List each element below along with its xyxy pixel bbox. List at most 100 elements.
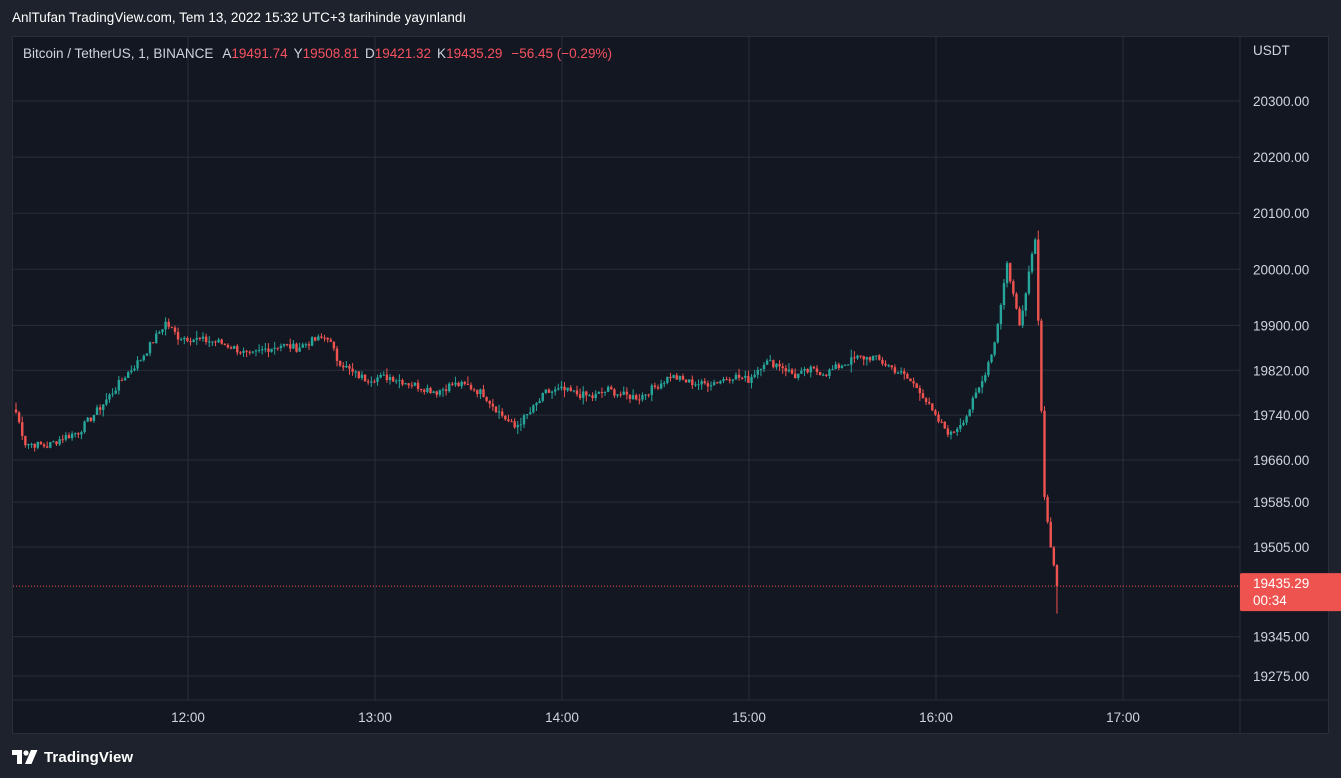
candle-body bbox=[416, 382, 420, 389]
candle-body bbox=[267, 348, 270, 352]
candle-body bbox=[1043, 410, 1046, 497]
candle-body bbox=[850, 357, 853, 365]
candle-body bbox=[547, 389, 551, 393]
candle-body bbox=[731, 379, 735, 381]
candle-body bbox=[314, 337, 317, 341]
candle-body bbox=[856, 355, 859, 359]
candle-body bbox=[120, 380, 124, 382]
candle-body bbox=[195, 337, 198, 340]
candle-body bbox=[117, 380, 121, 391]
candle-body bbox=[762, 364, 766, 370]
candle-body bbox=[903, 371, 906, 374]
brand-logo[interactable]: TradingView bbox=[12, 747, 133, 767]
candle-body bbox=[485, 397, 488, 401]
candle-body bbox=[1040, 320, 1043, 411]
y-tick-label: 20300.00 bbox=[1253, 94, 1309, 109]
candle-body bbox=[793, 373, 797, 378]
candle-body bbox=[716, 382, 719, 384]
candle-body bbox=[83, 421, 86, 433]
candle-body bbox=[61, 439, 64, 441]
candle-body bbox=[451, 383, 454, 385]
candle-body bbox=[822, 374, 825, 376]
candle-body bbox=[644, 394, 647, 396]
y-tick-label: 20100.00 bbox=[1253, 206, 1309, 221]
candle-body bbox=[366, 381, 370, 383]
candle-body bbox=[460, 381, 463, 387]
candle-body bbox=[803, 368, 806, 371]
candle-body bbox=[376, 377, 379, 382]
candle-body bbox=[519, 424, 523, 426]
candle-body bbox=[189, 341, 192, 343]
candle-body bbox=[507, 419, 510, 422]
symbol-name[interactable]: Bitcoin / TetherUS, 1, BINANCE bbox=[23, 46, 214, 61]
candle-body bbox=[173, 327, 177, 332]
candle-body bbox=[1030, 253, 1034, 272]
candle-body bbox=[977, 387, 981, 393]
candle-body bbox=[1024, 293, 1027, 311]
candle-body bbox=[959, 425, 962, 429]
candle-body bbox=[828, 369, 831, 376]
candle-body bbox=[357, 371, 361, 378]
candle-body bbox=[504, 415, 507, 420]
candle-body bbox=[155, 333, 158, 344]
candle-body bbox=[226, 344, 230, 348]
candle-body bbox=[610, 386, 613, 390]
candle-body bbox=[675, 375, 678, 380]
candle-body bbox=[569, 387, 572, 392]
candle-body bbox=[563, 386, 566, 391]
candle-body bbox=[326, 337, 329, 340]
candle-body bbox=[843, 364, 847, 366]
chart-pane[interactable] bbox=[12, 36, 1329, 734]
candle-body bbox=[257, 349, 261, 351]
candle-body bbox=[476, 390, 479, 395]
candle-body bbox=[201, 336, 205, 339]
candle-body bbox=[301, 344, 304, 348]
candle-body bbox=[167, 321, 170, 327]
close-label: K bbox=[437, 46, 447, 61]
candle-body bbox=[737, 374, 741, 378]
candle-body bbox=[77, 433, 80, 435]
candle-body bbox=[535, 403, 538, 406]
candle-body bbox=[74, 433, 77, 435]
candle-body bbox=[896, 372, 900, 374]
candle-body bbox=[825, 374, 828, 376]
high-label: Y bbox=[293, 46, 303, 61]
candle-body bbox=[276, 347, 279, 349]
candle-body bbox=[345, 365, 348, 368]
candle-body bbox=[1009, 263, 1012, 282]
low-value: 19421.32 bbox=[374, 46, 432, 61]
candle-body bbox=[691, 379, 694, 386]
candle-body bbox=[613, 389, 616, 396]
y-tick-label: 20200.00 bbox=[1253, 150, 1309, 165]
candle-body bbox=[865, 356, 869, 360]
candle-body bbox=[133, 368, 136, 371]
candle-body bbox=[192, 339, 195, 343]
candle-body bbox=[448, 383, 451, 392]
candle-body bbox=[214, 341, 217, 343]
candle-body bbox=[379, 375, 382, 378]
candle-body bbox=[463, 381, 466, 384]
candle-body bbox=[999, 304, 1003, 325]
candle-body bbox=[516, 425, 519, 428]
candle-body bbox=[812, 366, 816, 369]
candle-body bbox=[39, 441, 43, 445]
candle-body bbox=[706, 383, 710, 387]
candle-body bbox=[373, 381, 376, 383]
candle-body bbox=[560, 386, 563, 389]
candle-body bbox=[438, 390, 442, 395]
candle-body bbox=[407, 383, 410, 386]
candle-body bbox=[264, 348, 267, 350]
candle-body bbox=[656, 386, 660, 389]
candle-body bbox=[307, 344, 311, 346]
candle-body bbox=[176, 331, 180, 340]
candle-body bbox=[385, 374, 389, 380]
candle-body bbox=[204, 336, 208, 342]
candle-body bbox=[413, 382, 417, 386]
candle-body bbox=[641, 394, 644, 400]
candle-body bbox=[98, 407, 102, 410]
candle-body bbox=[631, 395, 635, 399]
candle-body bbox=[744, 375, 747, 378]
candle-body bbox=[211, 341, 214, 343]
candle-body bbox=[538, 400, 541, 404]
